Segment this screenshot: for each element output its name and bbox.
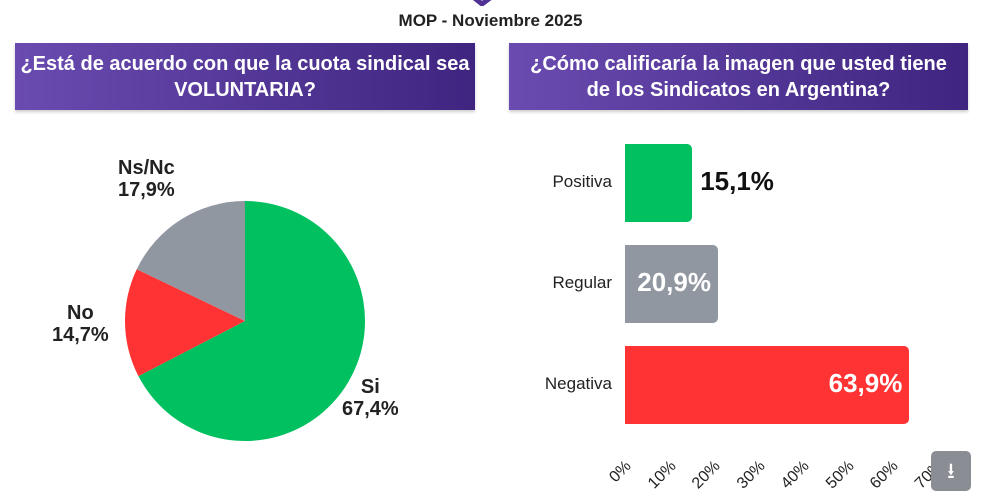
- bar-value-label: 15,1%: [700, 166, 774, 196]
- bar-positiva: [625, 144, 693, 222]
- pie-chart: [125, 201, 366, 442]
- subtitle: MOP - Noviembre 2025: [398, 11, 583, 30]
- logo-icon: [472, 0, 492, 6]
- pie-title: ¿Está de acuerdo con que la cuota sindic…: [15, 43, 475, 110]
- x-tick-label: 10%: [644, 457, 680, 493]
- x-tick-label: 20%: [688, 457, 724, 493]
- bar-value-label: 20,9%: [637, 267, 711, 297]
- x-tick-label: 30%: [733, 457, 769, 493]
- pie-slice-no: [125, 269, 245, 377]
- pie-label-nsnc: Ns/Nc 17,9%: [118, 157, 175, 201]
- bar-value-label: 63,9%: [828, 368, 903, 398]
- pie-label-si: Si 67,4%: [342, 376, 399, 420]
- bar-category: Regular: [552, 273, 612, 292]
- bar-category: Negativa: [544, 374, 612, 393]
- pie-slice-si: [138, 201, 366, 442]
- x-tick-label: 0%: [606, 457, 635, 487]
- download-icon[interactable]: ⭳: [931, 451, 971, 491]
- bar-regular: [625, 245, 718, 323]
- bar-negativa: [625, 346, 910, 424]
- pie-slice-nsnc: [136, 201, 245, 321]
- x-tick-label: 40%: [777, 457, 813, 493]
- bar-category: Positiva: [552, 172, 612, 191]
- bar-title: ¿Cómo calificaría la imagen que usted ti…: [509, 43, 968, 110]
- x-tick-label: 50%: [822, 457, 858, 493]
- x-tick-label: 60%: [866, 457, 902, 493]
- pie-label-no: No 14,7%: [52, 302, 109, 346]
